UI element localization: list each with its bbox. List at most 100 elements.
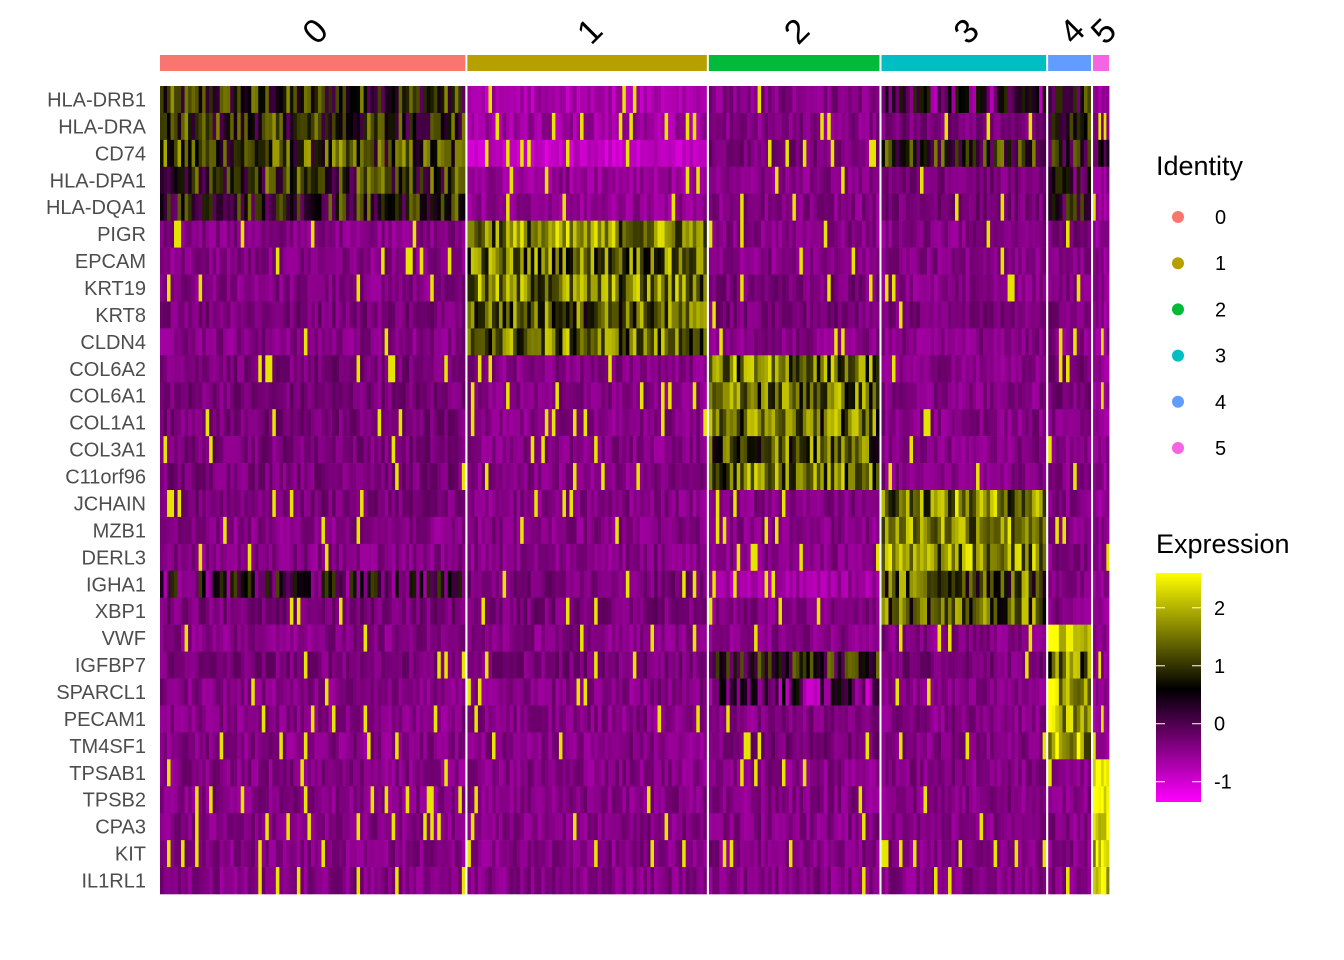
heatmap-cell [356, 86, 361, 114]
heatmap-cell [268, 166, 273, 195]
heatmap-cell [712, 220, 717, 248]
heatmap-cell [391, 409, 396, 437]
heatmap-cell [458, 867, 463, 895]
heatmap-cell [601, 840, 606, 868]
heatmap-cell [184, 732, 189, 760]
heatmap-cell [664, 705, 669, 733]
heatmap-cell [764, 112, 769, 141]
heatmap-cell [573, 274, 577, 302]
heatmap-cell [661, 166, 665, 195]
heatmap-cell [328, 624, 333, 652]
heatmap-cell [247, 86, 252, 114]
heatmap-cell [254, 409, 259, 437]
heatmap-cell [444, 867, 449, 895]
heatmap-cell [492, 139, 496, 168]
heatmap-cell [303, 247, 308, 275]
heatmap-cell [492, 355, 496, 383]
heatmap-cell [509, 597, 514, 625]
heatmap-cell [548, 436, 553, 464]
heatmap-cell [827, 193, 832, 221]
heatmap-cell [230, 328, 235, 356]
heatmap-cell [534, 570, 539, 599]
heatmap-cell [240, 220, 245, 248]
heatmap-cell [339, 86, 343, 114]
heatmap-cell [188, 813, 192, 841]
heatmap-cell [286, 220, 291, 248]
heatmap-cell [692, 274, 697, 302]
heatmap-cell [405, 247, 410, 275]
heatmap-cell [265, 463, 270, 491]
heatmap-cell [597, 166, 602, 195]
heatmap-cell [580, 490, 584, 518]
heatmap-cell [834, 86, 839, 114]
heatmap-cell [391, 705, 396, 733]
heatmap-cell [395, 516, 400, 545]
heatmap-cell [848, 86, 853, 114]
heatmap-cell [300, 732, 305, 760]
heatmap-cell [544, 570, 549, 599]
heatmap-cell [654, 705, 658, 733]
heatmap-cell [661, 624, 665, 652]
heatmap-cell [481, 867, 486, 895]
heatmap-cell [764, 166, 769, 195]
heatmap-cell [757, 193, 762, 221]
heatmap-cell [335, 112, 340, 141]
heatmap-cell [444, 597, 449, 625]
heatmap-cell [282, 301, 287, 329]
heatmap-cell [664, 867, 669, 895]
heatmap-cell [367, 220, 371, 248]
heatmap-cell [317, 220, 322, 248]
heatmap-cell [349, 166, 354, 195]
heatmap-cell [544, 490, 549, 518]
heatmap-cell [629, 732, 634, 760]
heatmap-cell [398, 759, 403, 787]
heatmap-cell [481, 301, 486, 329]
heatmap-cell [657, 705, 662, 733]
heatmap-cell [625, 759, 630, 787]
heatmap-cell [282, 112, 287, 141]
heatmap-cell [233, 597, 238, 625]
heatmap-cell [548, 597, 553, 625]
heatmap-cell [314, 759, 319, 787]
heatmap-cell [761, 247, 765, 275]
heatmap-cell [601, 651, 606, 679]
heatmap-cell [451, 301, 456, 329]
heatmap-cell [583, 355, 588, 383]
heatmap-cell [458, 786, 463, 814]
heatmap-cell [516, 678, 521, 706]
heatmap-cell [736, 139, 741, 168]
heatmap-cell [650, 840, 655, 868]
heatmap-cell [279, 840, 284, 868]
heatmap-cell [699, 651, 704, 679]
heatmap-cell [349, 355, 354, 383]
heatmap-cell [569, 516, 574, 545]
heatmap-cell [216, 490, 221, 518]
heatmap-cell [757, 166, 762, 195]
heatmap-cell [381, 705, 386, 733]
heatmap-cell [576, 139, 581, 168]
heatmap-cell [440, 786, 445, 814]
heatmap-cell [477, 220, 482, 248]
heatmap-cell [583, 678, 588, 706]
heatmap-cell [492, 678, 496, 706]
heatmap-cell [750, 193, 755, 221]
heatmap-cell [303, 86, 308, 114]
heatmap-cell [513, 139, 518, 168]
heatmap-cell [736, 220, 741, 248]
heatmap-cell [251, 678, 256, 706]
heatmap-cell [569, 490, 574, 518]
heatmap-cell [293, 301, 298, 329]
heatmap-cell [170, 732, 175, 760]
heatmap-cell [569, 624, 574, 652]
heatmap-cell [388, 624, 393, 652]
heatmap-cell [195, 409, 200, 437]
heatmap-cell [342, 382, 347, 410]
heatmap-cell [548, 759, 553, 787]
heatmap-cell [216, 516, 221, 545]
heatmap-cell [233, 355, 238, 383]
heatmap-cell [643, 436, 648, 464]
heatmap-cell [761, 139, 765, 168]
heatmap-cell [809, 139, 814, 168]
heatmap-cell [381, 301, 386, 329]
heatmap-cell [454, 301, 459, 329]
